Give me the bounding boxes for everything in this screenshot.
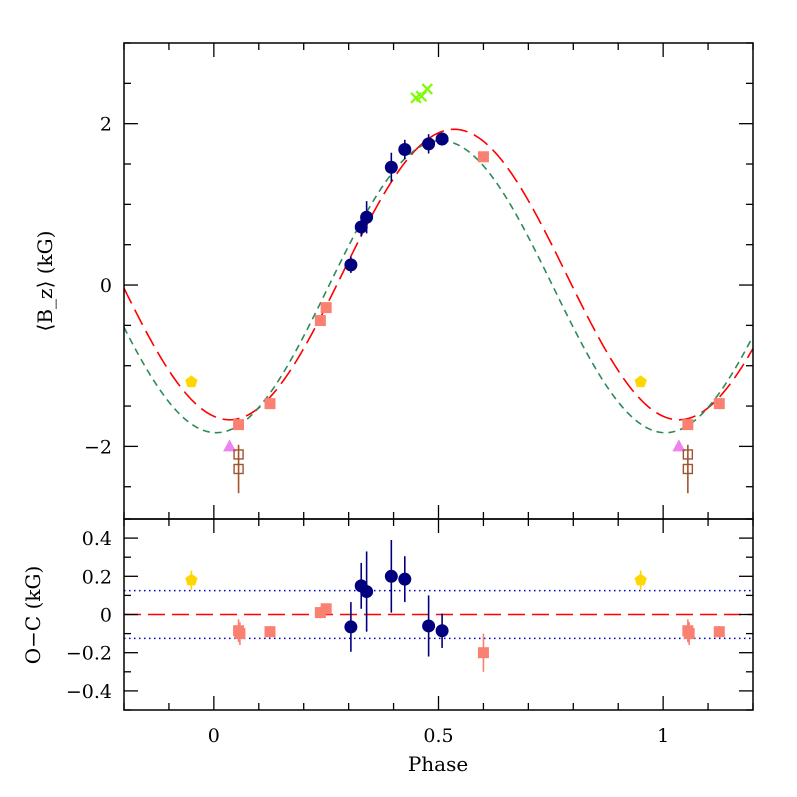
model-curves: [124, 128, 753, 434]
data-point: [264, 626, 276, 638]
bz-panel: −2 0 2 ⟨B_z⟩ (kG): [33, 42, 754, 520]
data-point: [384, 160, 398, 174]
residual-reference-lines: [124, 589, 753, 640]
data-point: [320, 603, 332, 615]
data-point: [683, 628, 695, 640]
model-curve-0: [124, 128, 753, 421]
data-point: [422, 137, 436, 151]
data-point: [477, 151, 489, 163]
bz-plot-frame: [123, 42, 754, 520]
data-point: [360, 210, 374, 224]
series-filled-square: [233, 151, 725, 431]
data-point: [234, 628, 246, 640]
data-point: [354, 220, 368, 234]
y-tick-label: 0: [100, 605, 112, 627]
data-point: [421, 83, 434, 95]
data-point: [682, 463, 694, 475]
data-point: [713, 398, 725, 410]
series-pentagon: [185, 570, 647, 590]
y-tick-label: −0.2: [66, 643, 112, 665]
y-tick-label: 2: [100, 114, 112, 136]
y-tick-label: 0: [100, 275, 112, 297]
data-point: [398, 572, 412, 586]
data-point: [233, 463, 244, 475]
series-triangle: [223, 439, 686, 452]
data-point: [672, 439, 686, 452]
data-point: [223, 439, 237, 452]
bz-tick-labels: −2 0 2: [84, 114, 112, 459]
x-tick-label: 0.5: [423, 725, 453, 747]
data-point: [185, 573, 198, 586]
phase-axis-title: Phase: [408, 752, 468, 776]
data-point: [314, 607, 326, 619]
residual-tick-labels: 0 0.5 1 −0.4 −0.2 0 0.2 0.4: [66, 528, 669, 747]
data-point: [398, 142, 412, 156]
y-tick-label: 0.4: [82, 528, 112, 550]
data-point: [233, 419, 245, 431]
residual-data-points: [185, 540, 725, 672]
residual-panel: 0 0.5 1 −0.4 −0.2 0 0.2 0.4 O−C (kG) Phase: [21, 518, 754, 776]
data-point: [422, 619, 436, 633]
series-open-square: [233, 444, 694, 494]
data-point: [634, 573, 647, 586]
series-circle: [344, 132, 449, 273]
data-point: [435, 132, 449, 146]
series-cross: [410, 83, 434, 104]
model-curve-1: [124, 139, 753, 434]
data-point: [477, 647, 489, 659]
data-point: [634, 375, 647, 388]
data-point: [185, 375, 198, 388]
data-point: [320, 302, 332, 314]
bz-axis-ticks: [123, 42, 754, 519]
data-point: [314, 315, 326, 327]
y-tick-label: −2: [84, 436, 112, 458]
series-circle: [344, 540, 449, 657]
series-filled-square: [233, 603, 725, 672]
data-point: [682, 419, 694, 431]
residual-plot-frame: [123, 518, 754, 711]
data-point: [384, 569, 398, 583]
residual-axis-title: O−C (kG): [21, 566, 45, 665]
data-point: [344, 620, 358, 634]
x-tick-label: 1: [657, 725, 669, 747]
bz-data-points: [185, 83, 725, 494]
data-point: [435, 624, 449, 638]
data-point: [344, 258, 358, 272]
data-point: [360, 585, 374, 599]
y-tick-label: 0.2: [82, 566, 112, 588]
data-point: [264, 398, 276, 410]
data-point: [713, 626, 725, 638]
bz-axis-title: ⟨B_z⟩ (kG): [33, 231, 57, 332]
x-tick-label: 0: [208, 725, 220, 747]
series-pentagon: [185, 375, 647, 388]
y-tick-label: −0.4: [66, 681, 112, 703]
